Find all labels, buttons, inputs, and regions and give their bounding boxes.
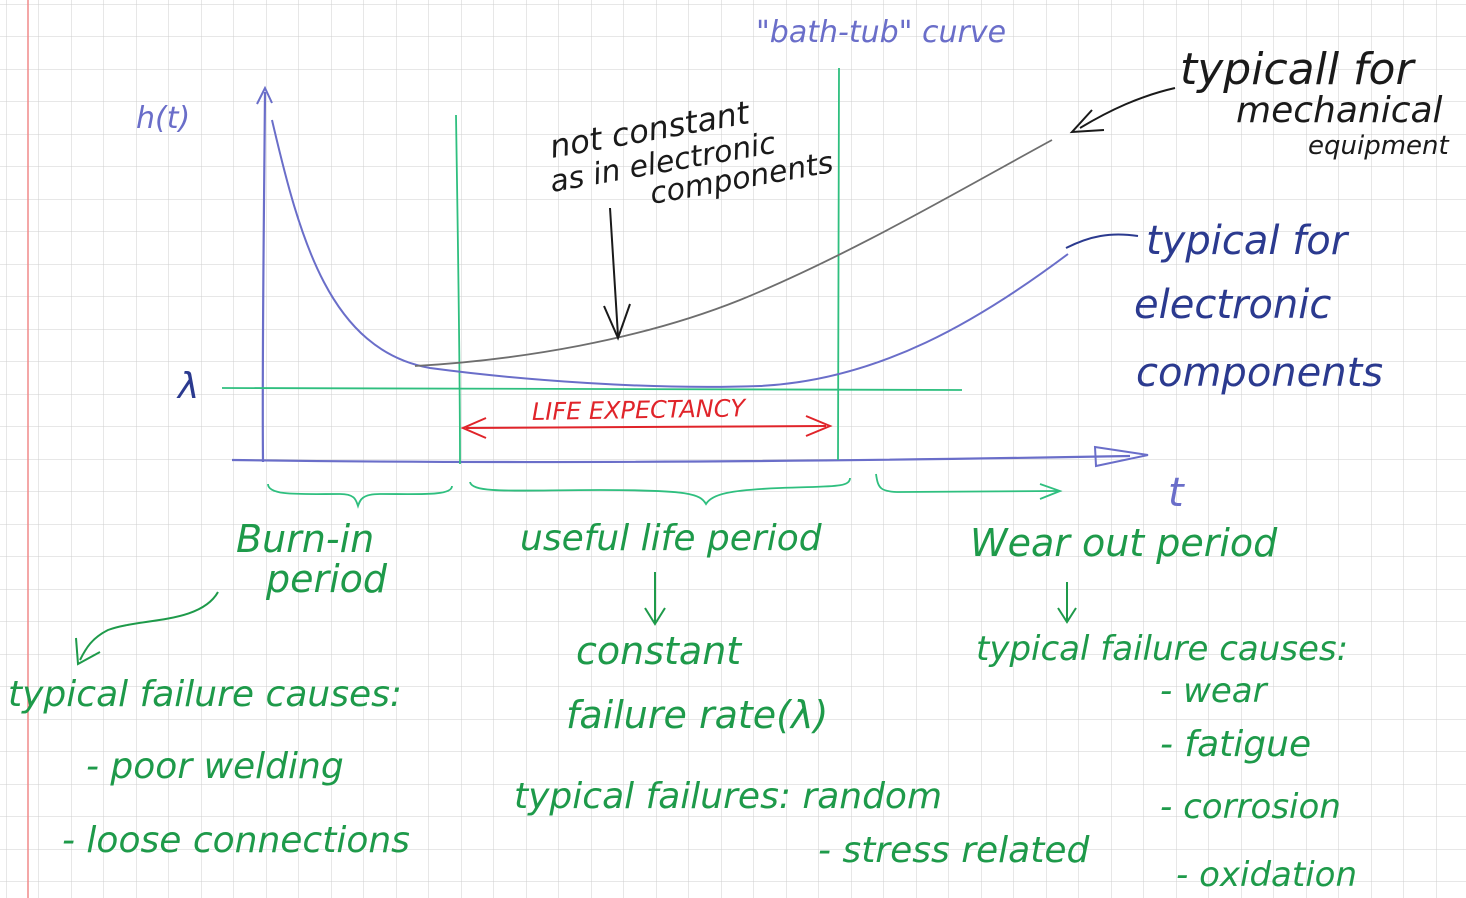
useful-life-brace [469,477,851,506]
wear-out-causes-title: typical failure causes: [976,629,1348,669]
electronic-line-1: typical for [1146,218,1350,264]
life-expectancy-arrow [465,425,827,429]
wear-out-arrow [875,473,1059,493]
electronic-line-3: components [1136,350,1383,396]
useful-life-detail-2: failure rate(λ) [566,693,828,737]
useful-life-detail-1: constant [576,629,743,673]
mechanical-line-3: equipment [1308,131,1450,161]
y-axis-label: h(t) [136,101,190,136]
wear-out-cause-3: - corrosion [1160,787,1341,827]
burn-in-pointer-head [75,637,101,666]
life-arrow-right-head [805,415,833,437]
burn-in-cause-1: - poor welding [86,746,344,787]
electronic-line-2: electronic [1134,282,1331,328]
bathtub-label: "bath-tub" curve [756,15,1006,50]
wear-out-down-arrow [1057,582,1077,624]
wear-out-cause-4: - oxidation [1176,855,1357,895]
burn-in-cause-2: - loose connections [62,820,410,861]
not-constant-arrowhead [603,303,631,341]
life-arrow-left-head [460,417,487,439]
separator-right [837,67,840,461]
x-axis-arrowhead [1093,445,1149,468]
life-expectancy-label: LIFE EXPECTANCY [532,394,748,426]
x-axis [231,454,1131,464]
separator-left [455,114,461,465]
y-axis [261,91,267,463]
burn-in-causes-title: typical failure causes: [8,674,402,715]
wear-out-cause-2: - fatigue [1160,724,1311,765]
burn-in-title-1: Burn-in [236,517,374,561]
mechanical-pointer-head [1069,109,1105,134]
electronic-curve [271,119,1069,388]
useful-life-title: useful life period [520,518,823,559]
burn-in-pointer [79,591,219,661]
lambda-label: λ [176,366,199,407]
burn-in-title-2: period [265,557,388,601]
wear-out-arrowhead [1039,483,1063,500]
mechanical-curve [414,139,1053,367]
useful-life-failures-title: typical failures: random [514,776,942,817]
mechanical-line-1: typicall for [1180,44,1416,95]
y-axis-arrowhead [256,85,273,105]
burn-in-brace [267,483,453,509]
electronic-pointer [1065,233,1139,249]
mechanical-line-2: mechanical [1236,90,1443,131]
wear-out-title: Wear out period [970,521,1278,565]
x-axis-label: t [1168,470,1185,516]
not-constant-arrow [609,207,619,337]
mechanical-pointer [1079,87,1176,129]
useful-life-down-arrow [644,572,666,626]
wear-out-cause-1: - wear [1160,671,1269,711]
useful-life-failures-extra: - stress related [818,830,1090,871]
